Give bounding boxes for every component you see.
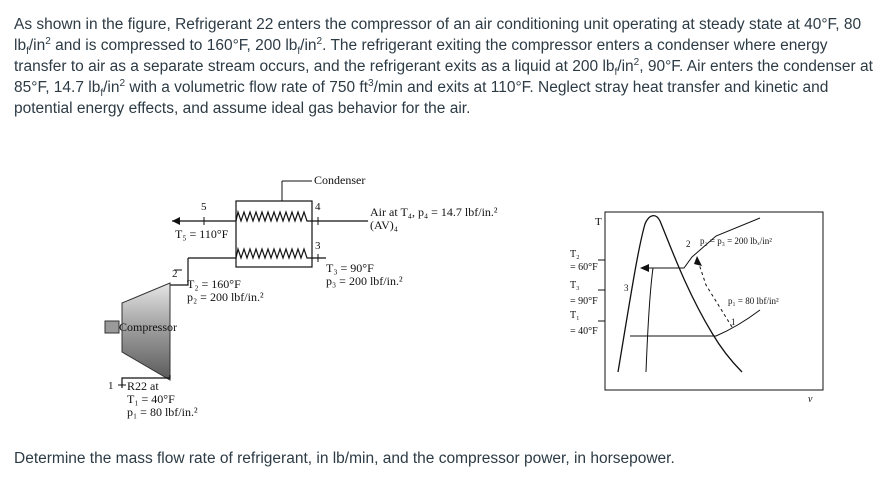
- state3-temp: T₃ = 90°F: [326, 261, 374, 275]
- state4-label: 4: [315, 201, 321, 213]
- t1-label: T₁: [570, 310, 580, 321]
- discharge-line: [170, 258, 189, 286]
- point-1: 1: [731, 317, 736, 327]
- problem-statement: As shown in the figure, Refrigerant 22 e…: [14, 14, 886, 119]
- condenser-box: [235, 200, 313, 268]
- t1-value: = 40°F: [570, 326, 598, 337]
- compressor-body: [121, 282, 171, 381]
- t2-value: = 60°F: [570, 262, 598, 273]
- condenser-schematic: Condenser 5 4 3 T₅ = 110°F Air at T₄, p₄…: [104, 173, 498, 419]
- state1-label: 1: [108, 380, 114, 392]
- air-coil-upper: [172, 209, 368, 223]
- saturation-dome: [617, 215, 743, 373]
- process-23-arrow: [640, 264, 649, 272]
- air-exit-arrow: [172, 217, 180, 225]
- t3-value: = 90°F: [570, 296, 598, 307]
- process-12-arrow: [694, 256, 702, 266]
- t2-label: T₂: [570, 249, 580, 260]
- point-2: 2: [686, 239, 691, 249]
- problem-line-5: potential energy effects, and assume ide…: [14, 100, 471, 117]
- state2-temp: T₂ = 160°F: [187, 277, 241, 291]
- state3-pressure: p₃ = 200 lbf/in.²: [326, 274, 403, 288]
- air-flow-label: (AV)₄: [370, 218, 398, 232]
- isobar-high-label: p₂ = p₃ = 200 lbₓ/in²: [700, 236, 772, 246]
- t3-label: T₃: [570, 280, 580, 291]
- point-3: 3: [624, 283, 629, 293]
- tv-diagram: T v T₂ = 60°F T₃ = 90°F T₁ = 40°F p₂ = p…: [570, 211, 824, 405]
- isobar-low: [630, 309, 761, 337]
- isobar-high-liquid: [645, 267, 654, 373]
- state3-label: 3: [315, 240, 321, 252]
- t5-label: T₅ = 110°F: [175, 227, 229, 241]
- compressor-shaft: [104, 320, 120, 334]
- v-axis-label: v: [808, 394, 813, 405]
- inlet-r22: R22 at: [127, 379, 159, 393]
- t-axis-label: T: [595, 216, 602, 228]
- inlet-temp: T₁ = 40°F: [127, 392, 175, 406]
- refrigerant-coil-lower: [188, 246, 326, 260]
- problem-line-3: transfer to air as a separate stream occ…: [14, 56, 873, 79]
- inlet-pressure: p₁ = 80 lbf/in.²: [127, 405, 198, 419]
- problem-line-2: lbf/in2 and is compressed to 160°F, 200 …: [14, 35, 828, 58]
- process-12: [696, 257, 733, 328]
- isobar-low-label: p₁ = 80 lbf/in²: [728, 296, 779, 306]
- air-inlet-label: Air at T₄, p₄ = 14.7 lbf/in.²: [370, 205, 498, 219]
- suction-line: [121, 375, 171, 388]
- state2-pressure: p₂ = 200 lbf/in.²: [187, 290, 264, 304]
- problem-line-1: As shown in the figure, Refrigerant 22 e…: [14, 16, 862, 33]
- state5-label: 5: [201, 201, 207, 213]
- condenser-label: Condenser: [314, 173, 365, 187]
- compressor-label: Compressor: [119, 320, 177, 334]
- question: Determine the mass flow rate of refriger…: [14, 450, 675, 467]
- problem-line-4: 85°F, 14.7 lbf/in2 with a volumetric flo…: [14, 77, 829, 100]
- state2-label: 2: [172, 268, 178, 280]
